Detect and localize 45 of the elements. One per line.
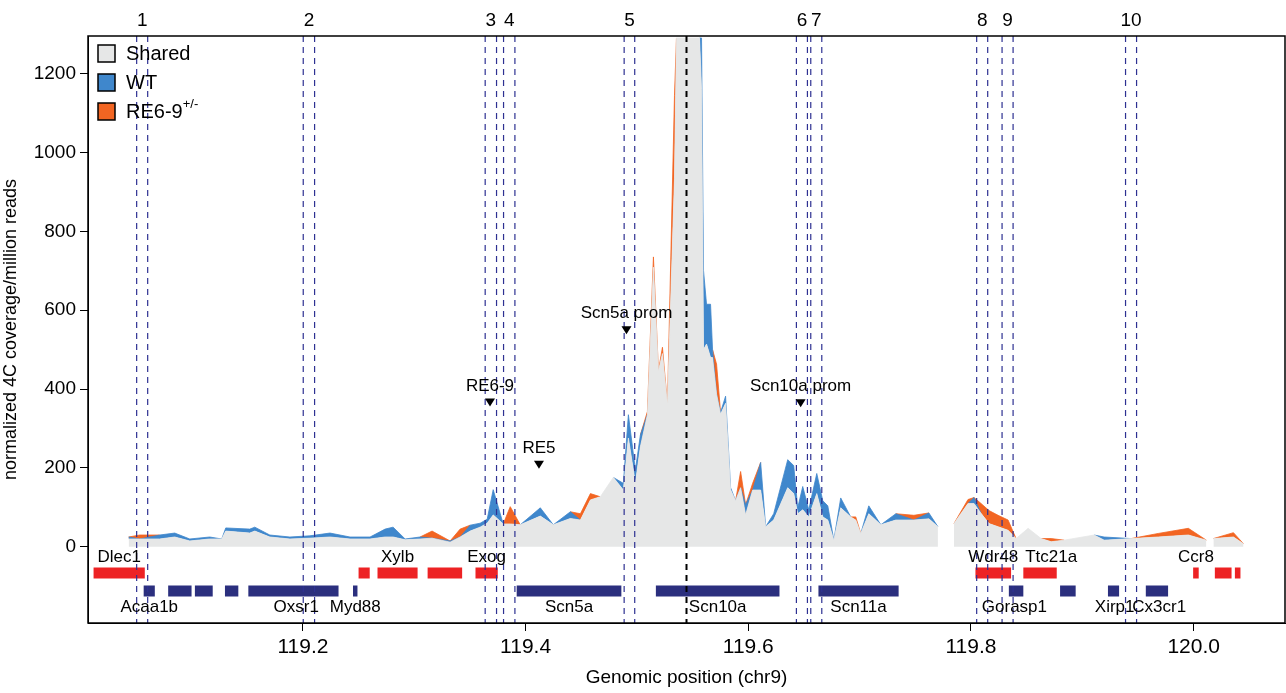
annotation: Scn10a <box>688 597 748 617</box>
annotation: RE6-9 <box>465 375 515 395</box>
annotation: RE5 <box>522 438 556 457</box>
annotation: 8 <box>976 8 988 30</box>
annotation: Xylb <box>381 547 415 567</box>
annotation: 5 <box>624 8 635 30</box>
annotation: 7 <box>810 8 822 30</box>
annotation: 3 <box>485 8 497 30</box>
annotation: Exog <box>467 547 506 567</box>
annotation: 6 <box>796 8 808 30</box>
y-axis-title: normalized 4C coverage/million reads <box>0 178 20 481</box>
annotation: 9 <box>1002 8 1013 30</box>
annotation: Dlec1 <box>97 547 141 567</box>
y-tick-label: 1200 <box>33 61 76 83</box>
x-tick-label: 120.0 <box>1167 634 1220 658</box>
annotation: Ttc21a <box>1025 547 1078 567</box>
annotation: Cx3cr1 <box>1132 597 1187 617</box>
annotation: Scn10a prom <box>750 376 852 396</box>
x-tick-label: 119.4 <box>500 634 552 658</box>
annotation: Acaa1b <box>120 597 179 617</box>
annotation: 2 <box>303 8 315 30</box>
y-tick-label: 800 <box>44 219 76 241</box>
annotation: Ccr8 <box>1177 547 1214 567</box>
y-tick-label: 400 <box>44 377 76 399</box>
annotation: Scn5a <box>544 597 594 617</box>
annotation: 1 <box>136 8 148 30</box>
x-tick-label: 119.2 <box>277 634 329 658</box>
annotation: 10 <box>1120 8 1142 30</box>
x-tick-label: 119.6 <box>722 634 774 658</box>
annotation: Wdr48 <box>968 547 1019 567</box>
legend-label: RE6-9+/- <box>126 95 199 122</box>
y-tick-label: 200 <box>44 456 76 478</box>
annotation: Myd88 <box>329 597 381 617</box>
annotation: Scn11a <box>830 597 888 617</box>
legend-label: Shared <box>126 41 191 64</box>
annotation: 4 <box>503 8 515 30</box>
y-tick-label: 1000 <box>33 140 76 162</box>
annotation: Oxsr1 <box>273 597 319 617</box>
annotation: Xirp1 <box>1094 597 1135 617</box>
y-tick-label: 0 <box>65 535 76 557</box>
annotation: Gorasp1 <box>981 597 1048 617</box>
legend-label: WT <box>126 70 158 93</box>
y-tick-label: 600 <box>44 298 76 320</box>
x-tick-label: 119.8 <box>945 634 997 658</box>
x-axis-title: Genomic position (chr9) <box>585 665 788 687</box>
